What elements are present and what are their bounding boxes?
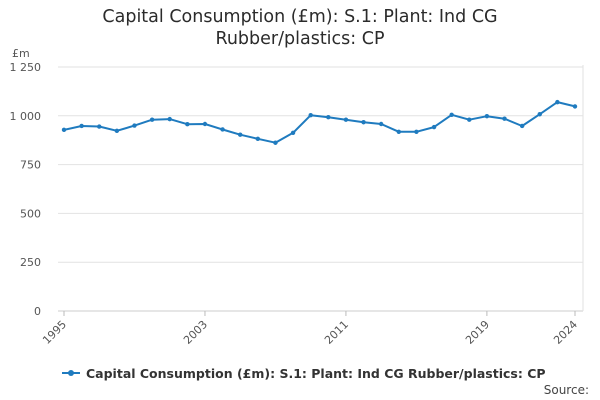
x-tick-label: 2024: [551, 318, 580, 347]
x-tick-label: 2019: [463, 318, 492, 347]
chart-title-line-1: Capital Consumption (£m): S.1: Plant: In…: [102, 7, 498, 27]
axes: [58, 65, 584, 312]
data-point: [185, 121, 190, 127]
legend[interactable]: Capital Consumption (£m): S.1: Plant: In…: [62, 364, 546, 382]
data-point: [449, 112, 454, 118]
data-point: [308, 113, 313, 118]
source-label: Source:: [543, 383, 589, 397]
x-tick-labels: 1995 2003 2011 2019 2024: [40, 311, 580, 347]
y-tick-label: 1 000: [10, 110, 42, 123]
data-point: [519, 123, 525, 129]
data-point: [167, 116, 172, 122]
chart-title-line-2: Rubber/plastics: CP: [215, 29, 385, 49]
data-point: [396, 129, 401, 135]
y-tick-label: 250: [20, 256, 41, 269]
y-tick-label: 500: [20, 207, 41, 220]
data-point: [326, 114, 331, 120]
data-point: [202, 121, 208, 127]
x-tick-label: 2003: [181, 318, 210, 347]
y-tick-labels: 0 250 500 750 1 000 1 250: [10, 61, 42, 318]
data-point: [114, 128, 120, 134]
data-point: [343, 117, 349, 122]
x-tick-label: 1995: [40, 318, 69, 347]
data-point: [572, 104, 578, 109]
data-point: [255, 136, 261, 142]
series-layer: [61, 99, 578, 145]
y-tick-label: 750: [20, 159, 41, 172]
data-point: [238, 132, 243, 137]
legend-swatch: [62, 368, 80, 378]
data-point: [97, 124, 102, 129]
gridlines: [58, 66, 583, 263]
x-tick-label: 2011: [322, 318, 351, 347]
y-tick-label: 0: [34, 305, 41, 318]
series-line: [63, 101, 576, 144]
data-point: [61, 127, 67, 133]
chart-title: Capital Consumption (£m): S.1: Plant: In…: [0, 6, 600, 50]
legend-label: Capital Consumption (£m): S.1: Plant: In…: [86, 365, 546, 381]
data-point: [361, 120, 366, 125]
y-tick-label: 1 250: [10, 61, 42, 74]
data-point: [431, 124, 437, 130]
data-point: [273, 140, 278, 145]
data-point: [220, 127, 225, 132]
data-point: [537, 112, 542, 117]
data-point: [79, 123, 84, 129]
data-point: [555, 99, 560, 105]
data-point: [414, 129, 419, 135]
data-point: [132, 123, 137, 128]
data-point: [290, 130, 296, 135]
y-axis-unit-label: £m: [12, 47, 30, 60]
data-point: [502, 116, 507, 121]
data-point: [484, 113, 490, 119]
data-point: [149, 117, 155, 122]
data-point: [467, 117, 472, 122]
data-point: [378, 121, 384, 127]
